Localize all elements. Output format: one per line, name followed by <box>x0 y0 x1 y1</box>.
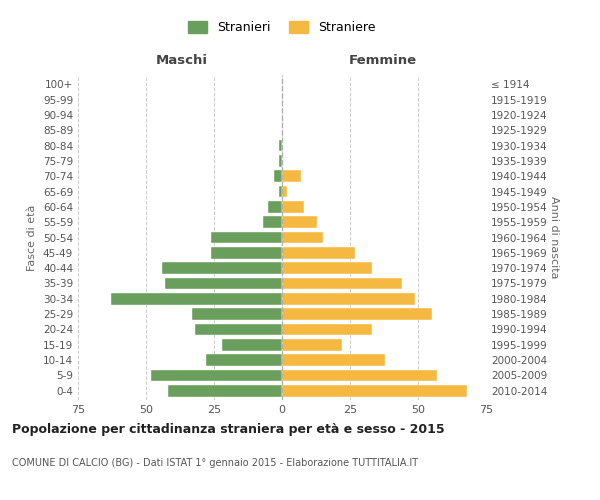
Bar <box>282 247 355 258</box>
Y-axis label: Fasce di età: Fasce di età <box>28 204 37 270</box>
Legend: Stranieri, Straniere: Stranieri, Straniere <box>184 16 380 40</box>
Bar <box>195 324 282 335</box>
Text: Maschi: Maschi <box>155 54 208 68</box>
Bar <box>168 385 282 396</box>
Text: COMUNE DI CALCIO (BG) - Dati ISTAT 1° gennaio 2015 - Elaborazione TUTTITALIA.IT: COMUNE DI CALCIO (BG) - Dati ISTAT 1° ge… <box>12 458 418 468</box>
Bar <box>274 170 282 182</box>
Bar <box>282 354 385 366</box>
Bar <box>282 339 342 350</box>
Bar <box>279 155 282 166</box>
Bar <box>163 262 282 274</box>
Bar <box>279 186 282 198</box>
Bar <box>268 201 282 212</box>
Bar <box>110 293 282 304</box>
Text: Popolazione per cittadinanza straniera per età e sesso - 2015: Popolazione per cittadinanza straniera p… <box>12 422 445 436</box>
Bar <box>211 232 282 243</box>
Bar <box>282 278 401 289</box>
Bar <box>206 354 282 366</box>
Bar <box>211 247 282 258</box>
Bar <box>279 140 282 151</box>
Bar <box>151 370 282 381</box>
Bar <box>165 278 282 289</box>
Y-axis label: Anni di nascita: Anni di nascita <box>549 196 559 279</box>
Bar <box>282 370 437 381</box>
Text: Femmine: Femmine <box>349 54 417 68</box>
Bar <box>192 308 282 320</box>
Bar <box>282 186 287 198</box>
Bar <box>282 170 301 182</box>
Bar <box>263 216 282 228</box>
Bar <box>282 201 304 212</box>
Bar <box>282 308 431 320</box>
Bar <box>282 216 317 228</box>
Bar <box>282 293 415 304</box>
Bar <box>282 262 372 274</box>
Bar <box>222 339 282 350</box>
Bar <box>282 385 467 396</box>
Bar <box>282 232 323 243</box>
Bar <box>282 324 372 335</box>
